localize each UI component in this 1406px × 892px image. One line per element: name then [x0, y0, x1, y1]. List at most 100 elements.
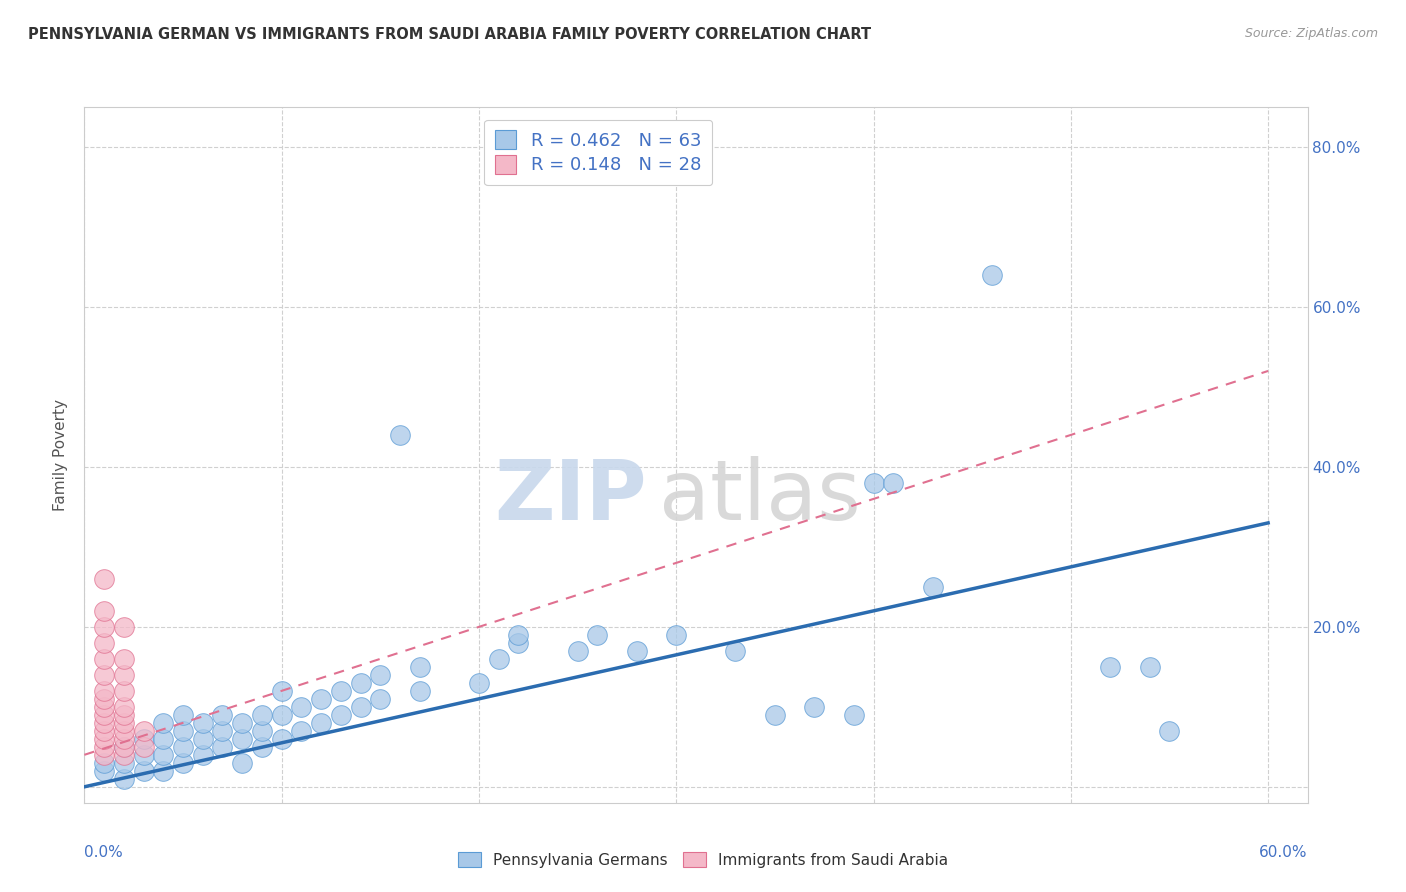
Point — [250, 707, 273, 722]
Point — [93, 715, 115, 730]
Point — [270, 731, 292, 746]
Point — [389, 428, 412, 442]
Point — [290, 699, 312, 714]
Point — [152, 747, 174, 762]
Point — [112, 731, 135, 746]
Point — [191, 731, 214, 746]
Point — [882, 475, 904, 490]
Point — [250, 739, 273, 754]
Point — [93, 668, 115, 682]
Point — [112, 620, 135, 634]
Text: PENNSYLVANIA GERMAN VS IMMIGRANTS FROM SAUDI ARABIA FAMILY POVERTY CORRELATION C: PENNSYLVANIA GERMAN VS IMMIGRANTS FROM S… — [28, 27, 872, 42]
Point — [309, 715, 332, 730]
Point — [1139, 660, 1161, 674]
Text: 0.0%: 0.0% — [84, 845, 124, 860]
Text: ZIP: ZIP — [495, 456, 647, 537]
Point — [112, 739, 135, 754]
Point — [368, 668, 391, 682]
Point — [112, 652, 135, 666]
Point — [349, 699, 371, 714]
Point — [132, 764, 155, 778]
Point — [488, 652, 510, 666]
Point — [93, 739, 115, 754]
Point — [93, 604, 115, 618]
Point — [112, 668, 135, 682]
Point — [93, 764, 115, 778]
Point — [508, 628, 530, 642]
Point — [93, 699, 115, 714]
Point — [112, 699, 135, 714]
Point — [132, 731, 155, 746]
Point — [152, 715, 174, 730]
Point — [567, 644, 589, 658]
Point — [724, 644, 747, 658]
Point — [270, 707, 292, 722]
Point — [231, 756, 253, 770]
Point — [112, 683, 135, 698]
Y-axis label: Family Poverty: Family Poverty — [53, 399, 69, 511]
Point — [290, 723, 312, 738]
Point — [93, 620, 115, 634]
Point — [270, 683, 292, 698]
Point — [211, 723, 233, 738]
Point — [112, 739, 135, 754]
Text: Source: ZipAtlas.com: Source: ZipAtlas.com — [1244, 27, 1378, 40]
Point — [172, 739, 194, 754]
Point — [409, 683, 432, 698]
Point — [112, 772, 135, 786]
Point — [468, 676, 491, 690]
Point — [93, 723, 115, 738]
Point — [191, 747, 214, 762]
Point — [409, 660, 432, 674]
Point — [803, 699, 825, 714]
Point — [309, 691, 332, 706]
Point — [626, 644, 648, 658]
Point — [112, 707, 135, 722]
Point — [152, 764, 174, 778]
Point — [93, 683, 115, 698]
Point — [172, 756, 194, 770]
Point — [862, 475, 884, 490]
Point — [93, 636, 115, 650]
Point — [93, 731, 115, 746]
Point — [211, 707, 233, 722]
Point — [231, 731, 253, 746]
Point — [93, 707, 115, 722]
Point — [112, 723, 135, 738]
Point — [368, 691, 391, 706]
Point — [132, 747, 155, 762]
Point — [93, 691, 115, 706]
Point — [349, 676, 371, 690]
Point — [93, 572, 115, 586]
Point — [1159, 723, 1181, 738]
Point — [329, 683, 352, 698]
Point — [980, 268, 1002, 282]
Point — [921, 580, 943, 594]
Point — [191, 715, 214, 730]
Point — [112, 747, 135, 762]
Point — [172, 723, 194, 738]
Legend: Pennsylvania Germans, Immigrants from Saudi Arabia: Pennsylvania Germans, Immigrants from Sa… — [450, 844, 956, 875]
Text: atlas: atlas — [659, 456, 860, 537]
Point — [1099, 660, 1122, 674]
Point — [250, 723, 273, 738]
Point — [763, 707, 786, 722]
Point — [112, 756, 135, 770]
Point — [586, 628, 609, 642]
Text: 60.0%: 60.0% — [1260, 845, 1308, 860]
Point — [211, 739, 233, 754]
Point — [231, 715, 253, 730]
Point — [842, 707, 865, 722]
Legend: R = 0.462   N = 63, R = 0.148   N = 28: R = 0.462 N = 63, R = 0.148 N = 28 — [484, 120, 713, 186]
Point — [152, 731, 174, 746]
Point — [132, 739, 155, 754]
Point — [132, 723, 155, 738]
Point — [508, 636, 530, 650]
Point — [329, 707, 352, 722]
Point — [93, 652, 115, 666]
Point — [93, 747, 115, 762]
Point — [93, 756, 115, 770]
Point — [112, 715, 135, 730]
Point — [665, 628, 688, 642]
Point — [172, 707, 194, 722]
